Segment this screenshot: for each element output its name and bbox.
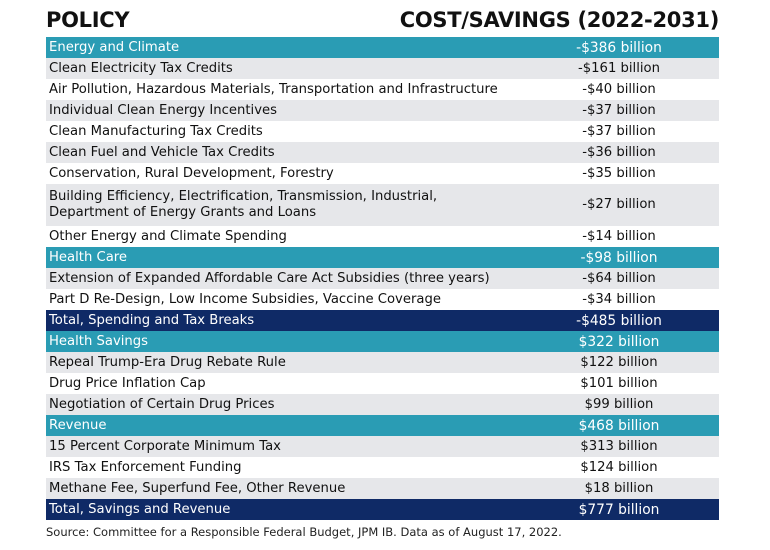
policy-label: Building Efficiency, Electrification, Tr… [46, 184, 519, 226]
policy-label: Conservation, Rural Development, Forestr… [46, 163, 519, 184]
source-note: Source: Committee for a Responsible Fede… [46, 525, 562, 539]
cost-heading: COST/SAVINGS (2022-2031) [399, 8, 720, 32]
table-row: Building Efficiency, Electrification, Tr… [46, 184, 719, 226]
cost-value: -$27 billion [519, 184, 719, 226]
table-row: Clean Fuel and Vehicle Tax Credits -$36 b… [46, 142, 719, 163]
policy-label: Total, Spending and Tax Breaks [46, 310, 519, 331]
section-row: Health Care -$98 billion [46, 247, 719, 268]
cost-value: -$161 billion [519, 58, 719, 79]
cost-value: -$98 billion [519, 247, 719, 268]
table-header: POLICY COST/SAVINGS (2022-2031) [46, 8, 719, 32]
policy-label: Negotiation of Certain Drug Prices [46, 394, 519, 415]
cost-value: -$37 billion [519, 121, 719, 142]
policy-label: Health Savings [46, 331, 519, 352]
table-row: Conservation, Rural Development, Forestr… [46, 163, 719, 184]
table-row: Extension of Expanded Affordable Care Ac… [46, 268, 719, 289]
cost-value: $124 billion [519, 457, 719, 478]
policy-label: Total, Savings and Revenue [46, 499, 519, 520]
cost-value: $122 billion [519, 352, 719, 373]
table-row: Part D Re-Design, Low Income Subsidies, … [46, 289, 719, 310]
table-row: 15 Percent Corporate Minimum Tax $313 bil… [46, 436, 719, 457]
section-row: Revenue $468 billion [46, 415, 719, 436]
table-row: Other Energy and Climate Spending -$14 bi… [46, 226, 719, 247]
cost-value: -$14 billion [519, 226, 719, 247]
policy-label: Individual Clean Energy Incentives [46, 100, 519, 121]
cost-value: $468 billion [519, 415, 719, 436]
cost-value: $99 billion [519, 394, 719, 415]
table-row: Methane Fee, Superfund Fee, Other Revenu… [46, 478, 719, 499]
table-row: Clean Electricity Tax Credits -$161 billi… [46, 58, 719, 79]
table-row: Clean Manufacturing Tax Credits -$37 bill… [46, 121, 719, 142]
cost-value: -$64 billion [519, 268, 719, 289]
table-row: Air Pollution, Hazardous Materials, Tran… [46, 79, 719, 100]
policy-label: Other Energy and Climate Spending [46, 226, 519, 247]
cost-value: $322 billion [519, 331, 719, 352]
policy-label: 15 Percent Corporate Minimum Tax [46, 436, 519, 457]
total-row: Total, Spending and Tax Breaks -$485 bill… [46, 310, 719, 331]
policy-label: Clean Electricity Tax Credits [46, 58, 519, 79]
policy-label: Clean Fuel and Vehicle Tax Credits [46, 142, 519, 163]
table-row: Individual Clean Energy Incentives -$37 b… [46, 100, 719, 121]
cost-value: -$34 billion [519, 289, 719, 310]
policy-label: Part D Re-Design, Low Income Subsidies, … [46, 289, 519, 310]
cost-value: $313 billion [519, 436, 719, 457]
policy-label: Drug Price Inflation Cap [46, 373, 519, 394]
policy-heading: POLICY [46, 8, 130, 32]
cost-value: -$386 billion [519, 37, 719, 58]
section-row: Health Savings $322 billion [46, 331, 719, 352]
table-row: Negotiation of Certain Drug Prices $99 bi… [46, 394, 719, 415]
table-row: Repeal Trump-Era Drug Rebate Rule $122 bi… [46, 352, 719, 373]
policy-label: IRS Tax Enforcement Funding [46, 457, 519, 478]
policy-label: Health Care [46, 247, 519, 268]
policy-label: Extension of Expanded Affordable Care Ac… [46, 268, 519, 289]
cost-value: -$40 billion [519, 79, 719, 100]
cost-value: -$35 billion [519, 163, 719, 184]
cost-value: $101 billion [519, 373, 719, 394]
policy-table: Energy and Climate -$386 billion Clean Ele… [46, 37, 719, 520]
cost-value: $18 billion [519, 478, 719, 499]
policy-label: Air Pollution, Hazardous Materials, Tran… [46, 79, 519, 100]
table-row: IRS Tax Enforcement Funding $124 billion [46, 457, 719, 478]
total-row: Total, Savings and Revenue $777 billion [46, 499, 719, 520]
policy-label: Energy and Climate [46, 37, 519, 58]
table-row: Drug Price Inflation Cap $101 billion [46, 373, 719, 394]
cost-value: -$37 billion [519, 100, 719, 121]
cost-value: -$36 billion [519, 142, 719, 163]
cost-value: -$485 billion [519, 310, 719, 331]
policy-label: Repeal Trump-Era Drug Rebate Rule [46, 352, 519, 373]
policy-label: Clean Manufacturing Tax Credits [46, 121, 519, 142]
policy-label: Revenue [46, 415, 519, 436]
section-row: Energy and Climate -$386 billion [46, 37, 719, 58]
cost-value: $777 billion [519, 499, 719, 520]
policy-label: Methane Fee, Superfund Fee, Other Revenu… [46, 478, 519, 499]
